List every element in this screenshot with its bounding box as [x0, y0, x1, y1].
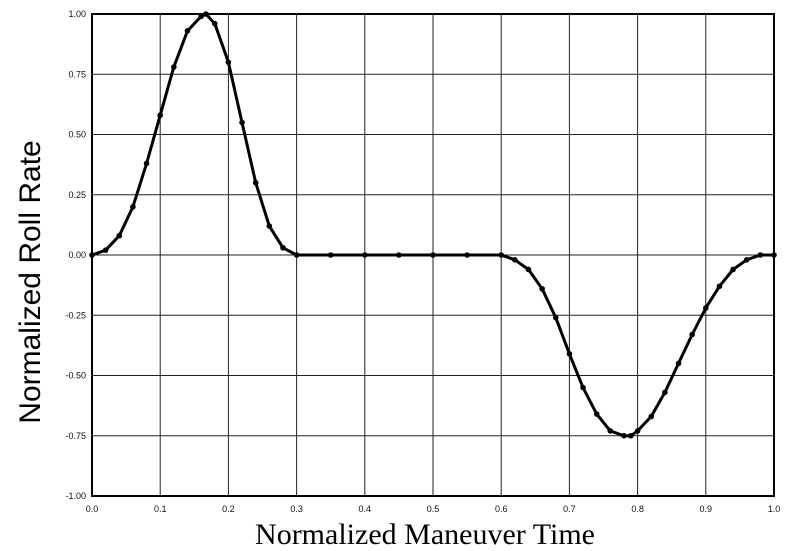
y-tick-label: -0.75	[65, 431, 86, 441]
data-point	[757, 252, 764, 258]
data-point	[512, 257, 518, 263]
x-tick-label: 0.0	[86, 504, 99, 514]
data-point	[566, 351, 573, 357]
data-point	[675, 360, 682, 367]
y-tick-label: 1.00	[68, 9, 86, 19]
data-point	[171, 64, 177, 70]
x-tick-label: 0.3	[290, 504, 303, 514]
x-tick-label: 0.1	[154, 504, 167, 514]
data-point	[130, 204, 136, 210]
data-point	[627, 432, 634, 439]
plot-frame	[91, 13, 775, 497]
x-tick-label: 0.9	[700, 504, 713, 514]
data-point	[266, 223, 273, 229]
data-point	[703, 305, 709, 311]
x-tick-label: 0.4	[359, 504, 372, 514]
x-tick-label: 0.2	[222, 504, 235, 514]
x-tick-label: 0.8	[631, 504, 644, 514]
data-point	[648, 413, 655, 420]
data-point	[662, 389, 668, 396]
data-point	[280, 244, 286, 251]
data-point	[539, 285, 545, 292]
x-tick-label: 0.7	[563, 504, 576, 514]
data-point	[430, 252, 436, 258]
data-point	[239, 119, 245, 126]
data-point	[552, 314, 559, 321]
data-point	[225, 59, 232, 65]
x-tick-label: 0.6	[495, 504, 508, 514]
data-point	[116, 232, 123, 239]
data-point	[252, 179, 259, 186]
data-point	[593, 411, 600, 417]
y-tick-label: -1.00	[65, 491, 86, 501]
y-tick-label: -0.50	[65, 371, 86, 381]
data-point	[184, 28, 191, 34]
y-tick-label: 0.50	[68, 130, 86, 140]
data-point	[143, 160, 150, 167]
y-tick-label: 0.00	[68, 250, 86, 260]
data-point	[634, 428, 641, 434]
y-axis-label: Normalized Roll Rate	[14, 140, 47, 423]
data-point	[498, 252, 505, 258]
x-tick-label: 0.5	[427, 504, 440, 514]
y-tick-label: 0.75	[68, 69, 86, 79]
data-point	[396, 252, 402, 258]
roll-rate-series	[89, 11, 777, 439]
data-point	[293, 252, 300, 258]
data-point	[327, 252, 334, 258]
y-tick-label: -0.25	[65, 310, 86, 320]
data-point	[198, 13, 204, 20]
data-point	[621, 432, 627, 439]
data-point	[607, 428, 614, 434]
y-tick-labels: 1.00 0.75 0.50 0.25 0.00 -0.25 -0.50 -0.75 -1.00	[65, 9, 86, 501]
x-axis-label: Normalized Maneuver Time	[255, 518, 595, 551]
y-tick-label: 0.25	[68, 190, 86, 200]
data-point	[211, 20, 218, 27]
data-point	[525, 266, 532, 273]
data-point	[464, 252, 470, 258]
data-point	[716, 283, 723, 290]
data-point	[689, 331, 695, 338]
data-point	[157, 112, 163, 119]
series-line	[90, 12, 776, 438]
data-point	[743, 257, 750, 263]
x-tick-labels: 0.0 0.1 0.2 0.3 0.4 0.5 0.6 0.7 0.8 0.9 1.0	[86, 504, 781, 514]
data-point	[580, 384, 586, 391]
data-point	[730, 266, 736, 273]
x-tick-label: 1.0	[768, 504, 781, 514]
data-point	[102, 247, 109, 253]
data-point	[362, 252, 368, 258]
